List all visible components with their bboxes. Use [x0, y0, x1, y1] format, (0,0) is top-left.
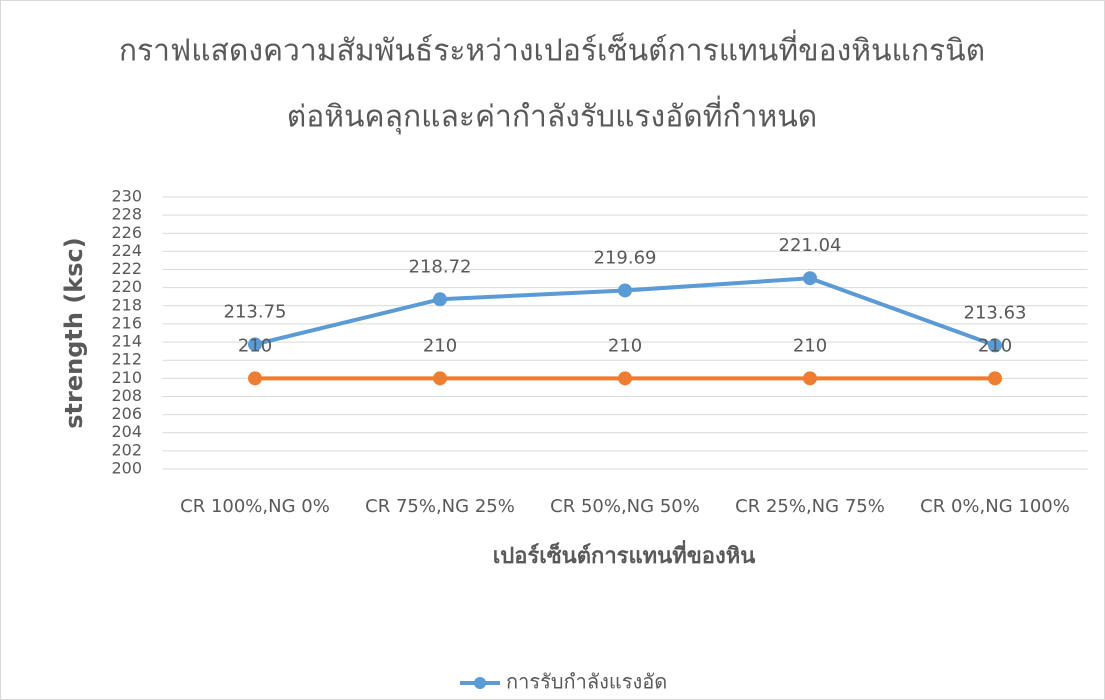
data-label: 210 [978, 335, 1012, 356]
x-tick-label: CR 50%,NG 50% [550, 496, 700, 517]
y-tick-label: 214 [111, 332, 142, 351]
y-axis-title: strength (ksc) [60, 237, 88, 428]
y-tick-label: 220 [111, 277, 142, 296]
y-tick-label: 210 [111, 368, 142, 387]
x-tick-label: CR 100%,NG 0% [180, 496, 330, 517]
data-label: 210 [793, 335, 827, 356]
data-label: 213.75 [224, 301, 287, 322]
y-tick-label: 226 [111, 223, 142, 242]
data-label: 219.69 [594, 247, 657, 268]
data-label: 213.63 [964, 302, 1027, 323]
data-label: 221.04 [779, 235, 842, 256]
data-label: 210 [608, 335, 642, 356]
data-point [248, 371, 262, 386]
y-tick-label: 228 [111, 205, 142, 224]
chart-title: กราฟแสดงความสัมพันธ์ระหว่างเปอร์เซ็นต์กา… [119, 30, 985, 69]
legend-marker [474, 677, 486, 689]
data-point [803, 271, 817, 286]
data-point [618, 371, 632, 386]
data-point [248, 337, 262, 352]
data-label: 218.72 [409, 256, 472, 277]
x-tick-label: CR 25%,NG 75% [735, 496, 885, 517]
y-tick-label: 222 [111, 259, 142, 278]
data-point [433, 292, 447, 307]
data-label: 210 [238, 335, 272, 356]
x-tick-label: CR 0%,NG 100% [920, 496, 1070, 517]
y-tick-label: 202 [111, 440, 142, 459]
x-tick-label: CR 75%,NG 25% [365, 496, 515, 517]
x-axis-title: เปอร์เซ็นต์การแทนที่ของหิน [493, 539, 756, 569]
y-tick-label: 230 [111, 187, 142, 206]
data-point [988, 338, 1002, 353]
y-tick-label: 218 [111, 295, 142, 314]
data-point [988, 371, 1002, 386]
y-tick-label: 204 [111, 422, 142, 441]
chart-title: ต่อหินคลุกและค่ากำลังรับแรงอัดที่กำหนด [287, 96, 818, 136]
data-label: 210 [423, 335, 457, 356]
y-tick-label: 224 [111, 241, 142, 260]
data-point [618, 283, 632, 298]
legend-label: การรับกำลังแรงอัด [506, 670, 667, 694]
data-point [433, 371, 447, 386]
y-tick-label: 208 [111, 386, 142, 405]
y-tick-label: 216 [111, 313, 142, 332]
y-tick-label: 206 [111, 404, 142, 423]
data-point [803, 371, 817, 386]
y-tick-label: 200 [111, 459, 142, 478]
y-tick-label: 212 [111, 350, 142, 369]
